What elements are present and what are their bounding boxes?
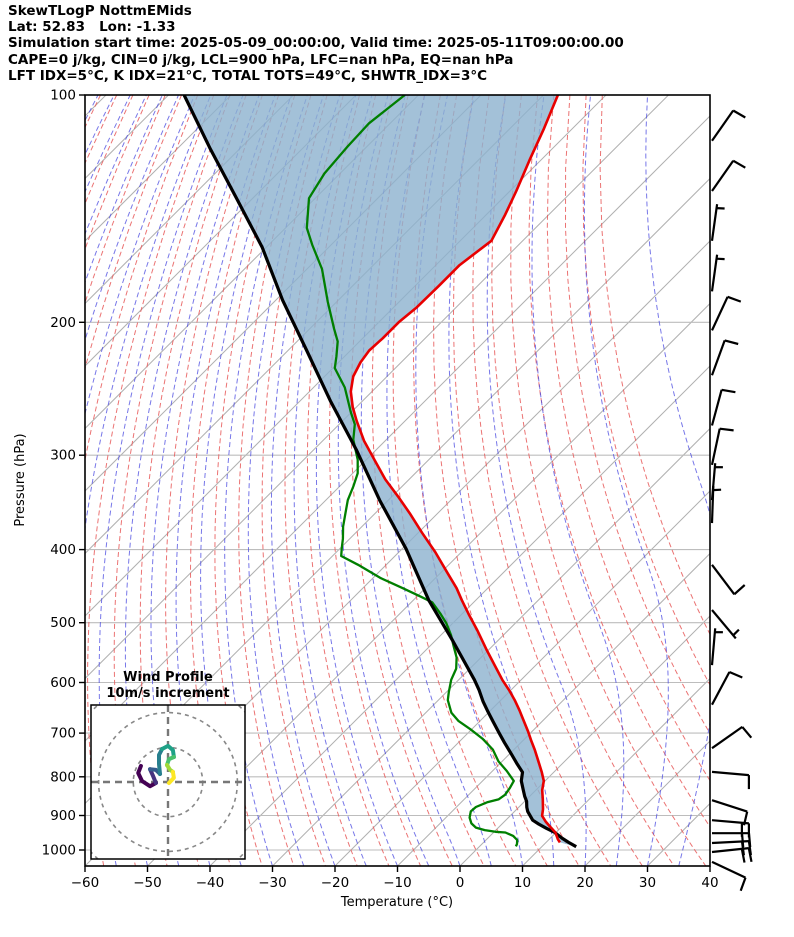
header-line-times: Simulation start time: 2025-05-09_00:00:… <box>8 35 624 52</box>
p-tick-label: 1000 <box>42 843 76 859</box>
x-tick-label: 10 <box>514 875 531 891</box>
chart-header: SkewTLogP NottmEMids Lat: 52.83 Lon: -1.… <box>8 3 624 84</box>
x-tick-label: −50 <box>133 875 162 891</box>
x-tick-label: −20 <box>321 875 350 891</box>
header-line-title: SkewTLogP NottmEMids <box>8 3 192 19</box>
hodograph-inset <box>90 704 246 860</box>
p-tick-label: 900 <box>50 808 76 824</box>
x-tick-label: −60 <box>71 875 100 891</box>
x-tick-label: 30 <box>639 875 656 891</box>
p-tick-label: 700 <box>50 726 76 742</box>
p-tick-label: 400 <box>50 542 76 558</box>
p-tick-label: 300 <box>50 448 76 464</box>
header-line-cape: CAPE=0 j/kg, CIN=0 j/kg, LCL=900 hPa, LF… <box>8 51 514 68</box>
x-tick-label: −30 <box>258 875 287 891</box>
y-axis-label: Pressure (hPa) <box>13 433 28 526</box>
x-tick-label: −10 <box>383 875 412 891</box>
axes: −60 −50 −40 −30 −20 −10 0 10 20 30 40 100 200 300 400 5… <box>42 88 719 892</box>
x-tick-label: 20 <box>576 875 593 891</box>
p-tick-label: 200 <box>50 315 76 331</box>
wind-barbs <box>710 109 753 892</box>
profile-lines <box>182 95 577 849</box>
p-tick-label: 600 <box>50 675 76 691</box>
header-line-indices: LFT IDX=5°C, K IDX=21°C, TOTAL TOTS=49°C… <box>8 67 488 84</box>
x-tick-label: 40 <box>701 875 718 891</box>
p-tick-label: 100 <box>50 88 76 104</box>
x-tick-label: 0 <box>456 875 465 891</box>
p-tick-label: 800 <box>50 769 76 785</box>
hodograph-title: Wind Profile <box>123 670 213 685</box>
p-tick-label: 500 <box>50 615 76 631</box>
x-axis-label: Temperature (°C) <box>340 895 453 910</box>
hodograph-subtitle: 10m/s increment <box>106 686 229 701</box>
x-tick-label: −40 <box>196 875 225 891</box>
header-line-latlon: Lat: 52.83 Lon: -1.33 <box>8 19 176 36</box>
